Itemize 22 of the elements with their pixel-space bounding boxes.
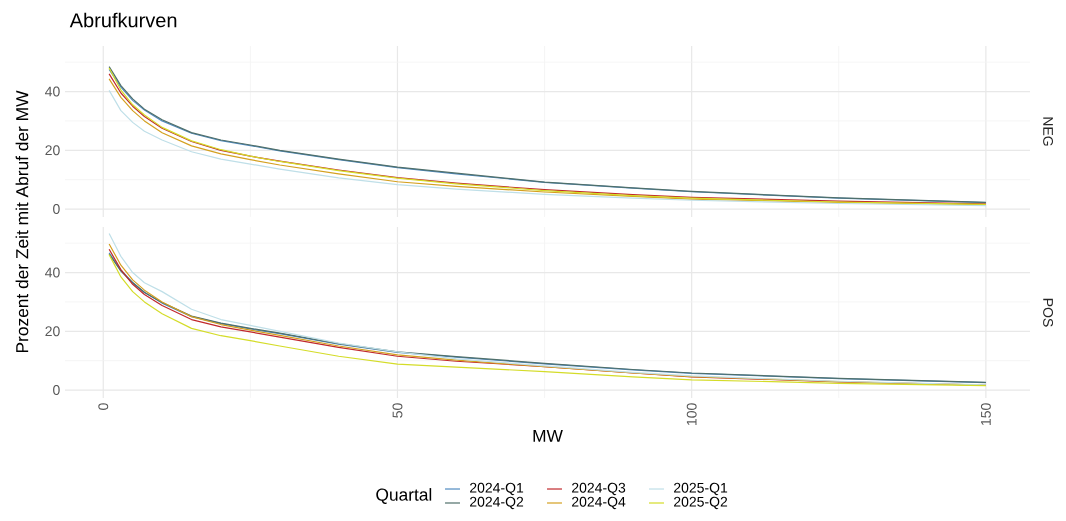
y-tick-label: 40 <box>45 267 60 278</box>
legend-label: 2025-Q2 <box>674 496 728 510</box>
legend-label: 2024-Q2 <box>470 496 524 510</box>
text: NEG <box>1043 117 1054 146</box>
chart-title: Abrufkurven <box>69 12 177 28</box>
legend-label: 2024-Q4 <box>572 496 626 510</box>
legend-label: 2025-Q1 <box>674 482 728 496</box>
legend-label: 2024-Q1 <box>470 482 524 496</box>
x-tick-label: 100 <box>686 403 697 425</box>
y-tick-label: 40 <box>45 86 60 97</box>
x-axis-title: MW <box>533 429 563 442</box>
x-tick-label: 50 <box>392 403 403 418</box>
y-tick-label: 20 <box>45 145 60 156</box>
x-tick-label: 0 <box>98 403 109 410</box>
y-axis-title: Prozent der Zeit mit Abruf der MW <box>15 90 29 353</box>
y-tick-label: 0 <box>53 385 60 396</box>
y-tick-label: 0 <box>53 204 60 215</box>
legend-title: Quartal <box>376 488 432 504</box>
x-tick-label: 150 <box>980 403 991 425</box>
legend-label: 2024-Q3 <box>572 482 626 496</box>
text: POS <box>1043 298 1054 327</box>
y-tick-label: 20 <box>45 326 60 337</box>
